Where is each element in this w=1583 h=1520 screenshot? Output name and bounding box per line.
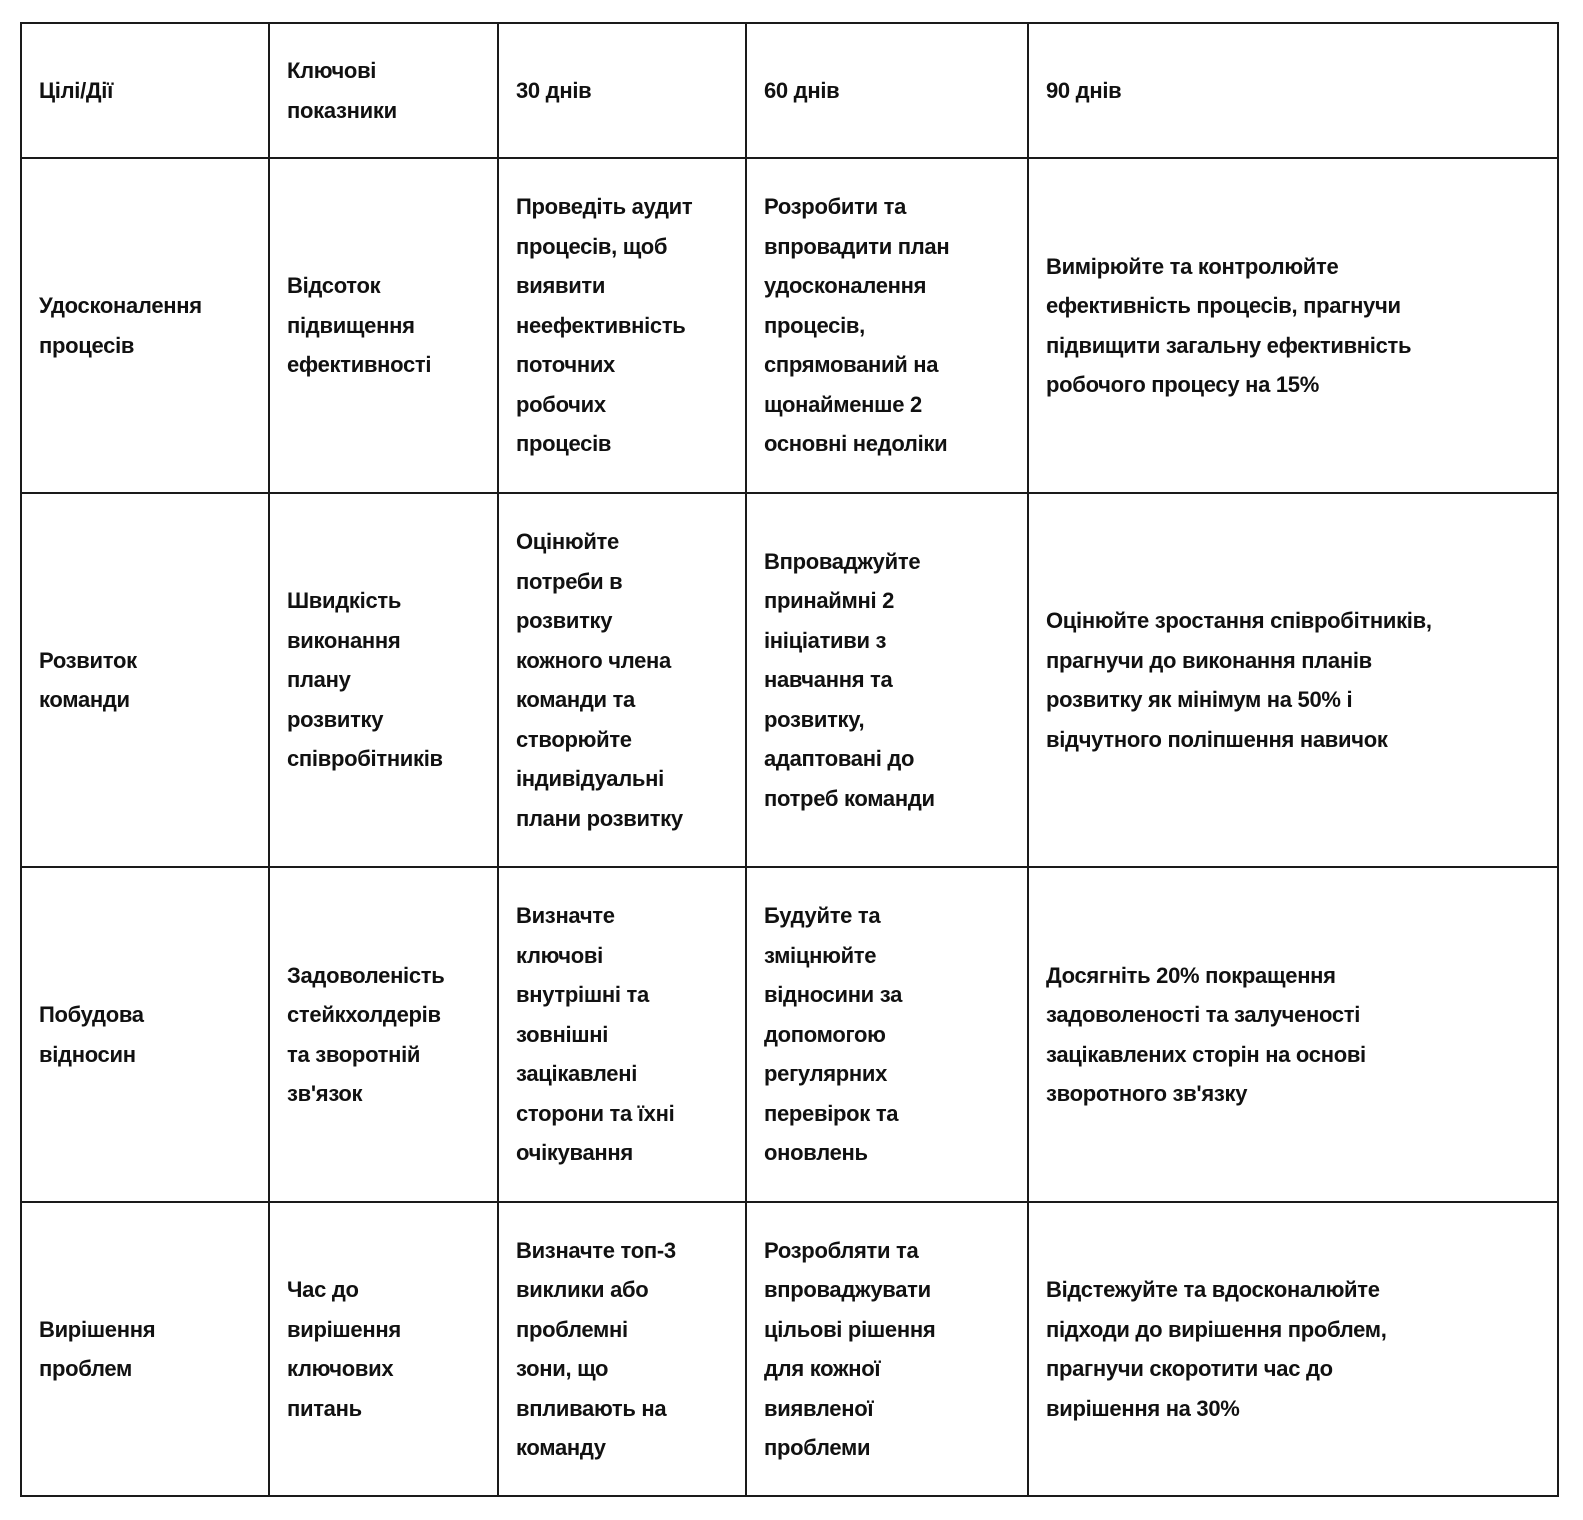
cell-60-days: Розробити та впровадити план удосконален… — [745, 157, 1029, 494]
plan-table: Цілі/Дії Ключові показники 30 днів 60 дн… — [20, 22, 1559, 1497]
header-60-days: 60 днів — [745, 22, 1029, 159]
header-90-days: 90 днів — [1027, 22, 1559, 159]
cell-goal: Вирішення проблем — [20, 1201, 270, 1497]
cell-goal: Удосконалення процесів — [20, 157, 270, 494]
cell-60-days: Розробляти та впроваджувати цільові ріше… — [745, 1201, 1029, 1497]
cell-kpi: Задоволеність стейкхолдерів та зворотній… — [268, 866, 499, 1203]
cell-kpi: Швидкість виконання плану розвитку співр… — [268, 492, 499, 868]
header-kpi: Ключові показники — [268, 22, 499, 159]
table-row: Удосконалення процесів Відсоток підвищен… — [20, 157, 1559, 494]
cell-60-days: Впроваджуйте принаймні 2 ініціативи з на… — [745, 492, 1029, 868]
cell-goal: Розвиток команди — [20, 492, 270, 868]
header-goals: Цілі/Дії — [20, 22, 270, 159]
cell-goal: Побудова відносин — [20, 866, 270, 1203]
header-30-days: 30 днів — [497, 22, 747, 159]
cell-kpi: Відсоток підвищення ефективності — [268, 157, 499, 494]
table-row: Вирішення проблем Час до вирішення ключо… — [20, 1201, 1559, 1497]
cell-60-days: Будуйте та зміцнюйте відносини за допомо… — [745, 866, 1029, 1203]
cell-30-days: Визначте ключові внутрішні та зовнішні з… — [497, 866, 747, 1203]
cell-30-days: Проведіть аудит процесів, щоб виявити не… — [497, 157, 747, 494]
cell-90-days: Оцінюйте зростання співробітників, прагн… — [1027, 492, 1559, 868]
cell-90-days: Відстежуйте та вдосконалюйте підходи до … — [1027, 1201, 1559, 1497]
table-row: Розвиток команди Швидкість виконання пла… — [20, 492, 1559, 868]
header-row: Цілі/Дії Ключові показники 30 днів 60 дн… — [20, 22, 1559, 159]
cell-kpi: Час до вирішення ключових питань — [268, 1201, 499, 1497]
cell-90-days: Вимірюйте та контролюйте ефективність пр… — [1027, 157, 1559, 494]
cell-30-days: Оцінюйте потреби в розвитку кожного член… — [497, 492, 747, 868]
cell-90-days: Досягніть 20% покращення задоволеності т… — [1027, 866, 1559, 1203]
table-row: Побудова відносин Задоволеність стейкхол… — [20, 866, 1559, 1203]
cell-30-days: Визначте топ-3 виклики або проблемні зон… — [497, 1201, 747, 1497]
